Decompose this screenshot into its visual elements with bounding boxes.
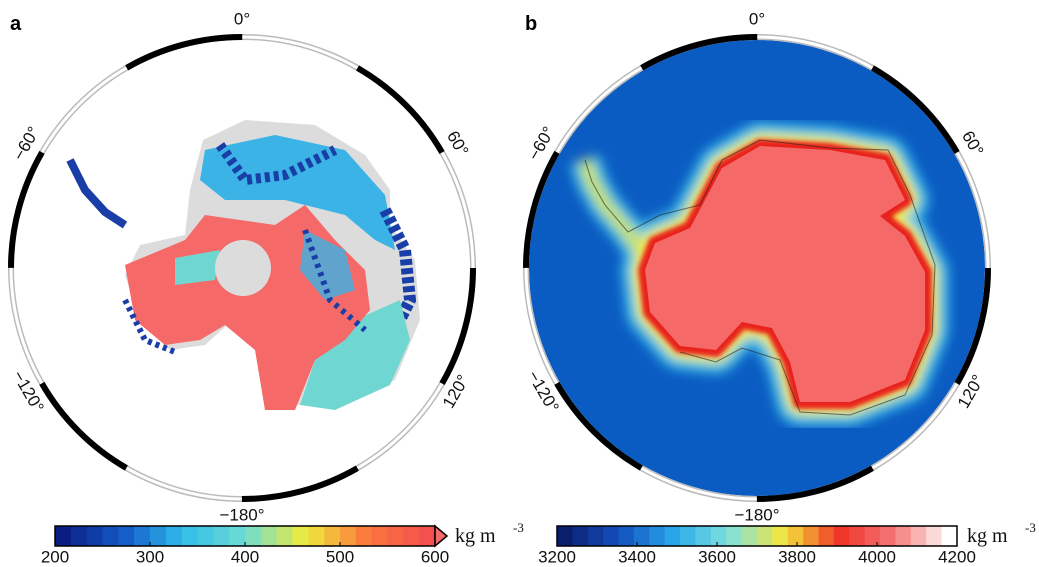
colorbar-cell	[340, 526, 356, 546]
degree-label: 60°	[958, 128, 987, 160]
colorbar-arrow	[435, 526, 447, 546]
colorbar-cell	[788, 526, 804, 546]
colorbar-tick-label: 3400	[618, 547, 656, 566]
colorbar-tick-label: 3200	[538, 547, 576, 566]
colorbar-tick-label: 400	[231, 547, 259, 566]
colorbar-tick-label: 300	[136, 547, 164, 566]
map-b	[529, 40, 985, 496]
degree-label: −180°	[734, 505, 779, 524]
map-a	[14, 40, 470, 496]
colorbar-cell	[324, 526, 340, 546]
colorbar-cell	[695, 526, 711, 546]
colorbar-cell	[150, 526, 166, 546]
colorbar-cell	[388, 526, 404, 546]
colorbar-unit: kg m	[967, 525, 1008, 547]
colorbar-tick-label: 200	[41, 547, 69, 566]
colorbar-cell	[308, 526, 324, 546]
colorbar-cell	[680, 526, 696, 546]
colorbar-cell	[849, 526, 865, 546]
colorbar-unit-exponent: -3	[1025, 520, 1036, 535]
colorbar-cell	[880, 526, 896, 546]
colorbar-cell	[293, 526, 309, 546]
colorbar-cell	[261, 526, 277, 546]
colorbar-cell	[726, 526, 742, 546]
degree-label: 60°	[443, 128, 472, 160]
colorbar-tick-label: 4000	[858, 547, 896, 566]
colorbar-cell	[865, 526, 881, 546]
colorbar-tick-label: 3800	[778, 547, 816, 566]
colorbar-cell	[245, 526, 261, 546]
colorbar-cell	[103, 526, 119, 546]
colorbar-tick-label: 4200	[938, 547, 976, 566]
colorbar-cell	[403, 526, 419, 546]
degree-label: 0°	[749, 9, 765, 28]
colorbar-cell	[55, 526, 71, 546]
panel-label: b	[525, 13, 537, 35]
colorbar-cell	[419, 526, 435, 546]
colorbar-cell	[757, 526, 773, 546]
colorbar-cell	[213, 526, 229, 546]
colorbar-cell	[634, 526, 650, 546]
colorbar-cell	[182, 526, 198, 546]
colorbar-unit-exponent: -3	[513, 520, 524, 535]
colorbar-cell	[134, 526, 150, 546]
colorbar-cell	[926, 526, 942, 546]
colorbar-cell	[277, 526, 293, 546]
colorbar-tick-label: 3600	[698, 547, 736, 566]
colorbar-cell	[198, 526, 214, 546]
colorbar-unit: kg m	[455, 525, 496, 547]
colorbar-cell	[372, 526, 388, 546]
colorbar-cell	[942, 526, 958, 546]
colorbar-tick-label: 600	[421, 547, 449, 566]
colorbar-cell	[895, 526, 911, 546]
figure: a0°60°120°−180°−120°−60°200300400500600k…	[0, 0, 1039, 567]
colorbar-cell	[118, 526, 134, 546]
degree-label: −180°	[219, 505, 264, 524]
colorbar-cell	[87, 526, 103, 546]
colorbar-cell	[603, 526, 619, 546]
colorbar-cell	[819, 526, 835, 546]
colorbar-cell	[71, 526, 87, 546]
colorbar-cell	[619, 526, 635, 546]
colorbar-cell	[166, 526, 182, 546]
colorbar-cell	[711, 526, 727, 546]
colorbar-cell	[572, 526, 588, 546]
colorbar-cell	[356, 526, 372, 546]
colorbar-cell	[911, 526, 927, 546]
colorbar-cell	[665, 526, 681, 546]
degree-label: 0°	[234, 9, 250, 28]
panel-label: a	[10, 13, 22, 35]
colorbar-cell	[803, 526, 819, 546]
colorbar-cell	[557, 526, 573, 546]
colorbar-cell	[742, 526, 758, 546]
colorbar-cell	[834, 526, 850, 546]
colorbar-cell	[229, 526, 245, 546]
colorbar-cell	[649, 526, 665, 546]
colorbar-cell	[588, 526, 604, 546]
colorbar-tick-label: 500	[326, 547, 354, 566]
colorbar-cell	[772, 526, 788, 546]
